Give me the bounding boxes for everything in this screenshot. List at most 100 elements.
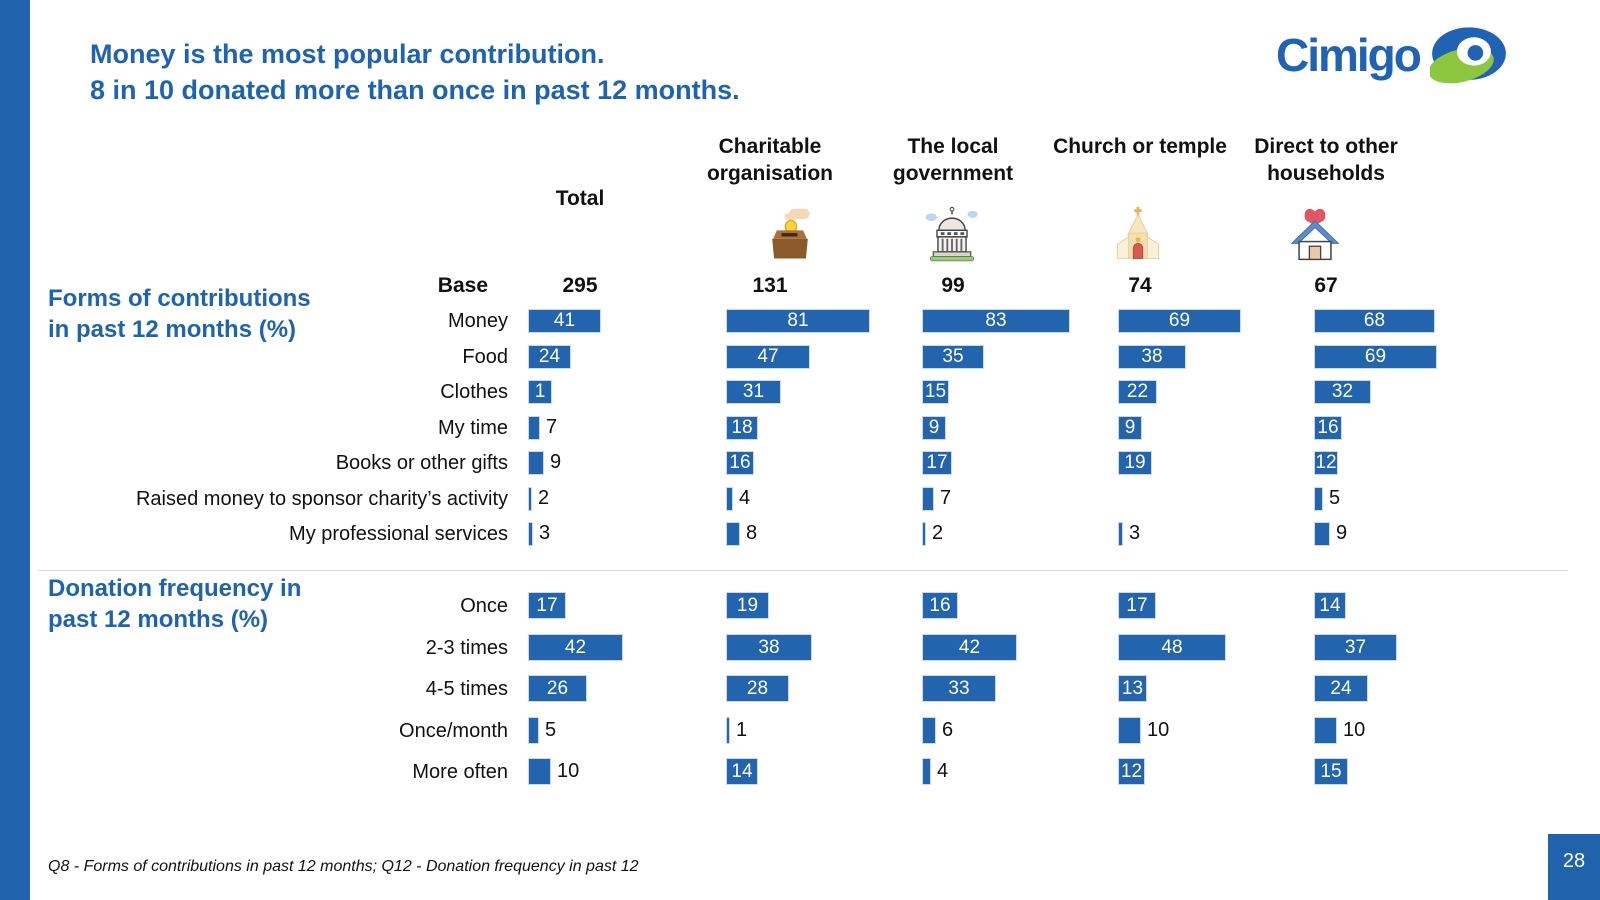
bar: 24 xyxy=(1314,675,1368,702)
left-accent-bar xyxy=(0,0,30,900)
page-number-badge: 28 xyxy=(1548,834,1600,900)
row-label: Clothes xyxy=(440,381,508,403)
bar: 83 xyxy=(922,309,1070,333)
row-label: Once/month xyxy=(399,719,508,742)
bar xyxy=(1314,487,1323,511)
bar-value: 1 xyxy=(534,381,546,402)
donation-box-icon xyxy=(760,205,820,265)
bar: 16 xyxy=(922,592,958,619)
bar: 22 xyxy=(1118,380,1157,404)
bar-value: 10 xyxy=(557,759,580,782)
bar-value: 19 xyxy=(736,594,759,616)
bar-value: 35 xyxy=(942,346,964,367)
bar-value: 16 xyxy=(929,594,951,616)
bar xyxy=(922,717,936,744)
row-label: Food xyxy=(462,346,508,368)
bar-value: 38 xyxy=(1141,346,1163,367)
bar xyxy=(922,487,934,511)
bar: 38 xyxy=(1118,345,1186,369)
government-building-icon xyxy=(922,205,982,265)
bar-value: 24 xyxy=(538,346,561,367)
bar-value: 33 xyxy=(948,677,970,699)
column-header-4: Church or temple xyxy=(1053,135,1227,158)
bar-value: 5 xyxy=(545,718,557,741)
bar xyxy=(528,717,539,744)
row-label: Once xyxy=(460,594,508,617)
section-divider xyxy=(38,570,1568,571)
bar: 18 xyxy=(726,416,758,440)
bar xyxy=(922,522,926,546)
bar xyxy=(726,717,730,744)
bar-value: 17 xyxy=(536,594,558,616)
bar: 41 xyxy=(528,309,601,333)
bar-value: 8 xyxy=(746,522,758,544)
bar: 28 xyxy=(726,675,789,702)
bar-value: 48 xyxy=(1161,636,1183,658)
bar-value: 16 xyxy=(729,452,751,473)
footnote: Q8 - Forms of contributions in past 12 m… xyxy=(48,858,639,875)
bar-value: 9 xyxy=(550,451,562,473)
page-title-line2: 8 in 10 donated more than once in past 1… xyxy=(90,75,740,105)
row-label: More often xyxy=(412,760,508,783)
bar: 9 xyxy=(922,416,946,440)
house-heart-icon xyxy=(1285,205,1345,265)
bar: 37 xyxy=(1314,634,1397,661)
cimigo-logo: Cimigo xyxy=(1276,24,1508,86)
bar: 42 xyxy=(922,634,1017,661)
bar-value: 31 xyxy=(742,381,765,402)
bar-value: 22 xyxy=(1126,381,1149,402)
column-header-1: Total xyxy=(555,187,605,210)
bar: 24 xyxy=(528,345,571,369)
page-title: Money is the most popular contribution. … xyxy=(90,36,740,108)
bar-value: 9 xyxy=(1124,417,1136,438)
bar-value: 15 xyxy=(1320,760,1342,782)
bar xyxy=(1314,717,1337,744)
bar: 69 xyxy=(1118,309,1241,333)
section-title-1: Forms of contributions in past 12 months … xyxy=(48,283,388,345)
bar-value: 17 xyxy=(926,452,948,473)
bar: 33 xyxy=(922,675,996,702)
bar: 14 xyxy=(726,758,758,785)
bar: 38 xyxy=(726,634,812,661)
bar: 15 xyxy=(922,380,949,404)
bar-value: 37 xyxy=(1344,636,1367,658)
page-number: 28 xyxy=(1562,850,1586,872)
column-header-2: Charitable organisation xyxy=(706,135,833,185)
bar xyxy=(726,487,733,511)
bar-value: 13 xyxy=(1121,677,1144,699)
bar-value: 17 xyxy=(1126,594,1148,616)
bar xyxy=(922,758,931,785)
bar-value: 68 xyxy=(1363,310,1386,331)
bar-value: 12 xyxy=(1315,452,1337,473)
bar-value: 16 xyxy=(1317,417,1339,438)
church-icon xyxy=(1108,205,1168,265)
column-base-3: 99 xyxy=(941,274,965,297)
section-title-line2: in past 12 months (%) xyxy=(48,316,297,343)
column-base-2: 131 xyxy=(752,274,788,297)
bar-value: 6 xyxy=(942,718,954,741)
bar: 19 xyxy=(1118,451,1152,475)
bar: 35 xyxy=(922,345,984,369)
bar: 13 xyxy=(1118,675,1147,702)
bar: 12 xyxy=(1118,758,1145,785)
bar xyxy=(726,522,740,546)
bar-value: 1 xyxy=(736,718,748,741)
bar xyxy=(528,758,551,785)
bar: 81 xyxy=(726,309,870,333)
bar-value: 4 xyxy=(937,759,949,782)
bar: 69 xyxy=(1314,345,1437,369)
bar-value: 3 xyxy=(539,522,551,544)
bar-value: 28 xyxy=(746,677,769,699)
bar-value: 7 xyxy=(546,416,558,438)
bar xyxy=(1314,522,1330,546)
section-title-2: Donation frequency in past 12 months (%) xyxy=(48,573,388,635)
bar: 9 xyxy=(1118,416,1142,440)
page-title-line1: Money is the most popular contribution. xyxy=(90,39,605,69)
bar: 16 xyxy=(1314,416,1342,440)
bar xyxy=(528,451,544,475)
bar-value: 81 xyxy=(787,310,809,331)
bar-value: 83 xyxy=(985,310,1007,331)
bar-value: 2 xyxy=(932,522,944,544)
bar: 12 xyxy=(1314,451,1338,475)
column-base-1: 295 xyxy=(562,274,598,297)
